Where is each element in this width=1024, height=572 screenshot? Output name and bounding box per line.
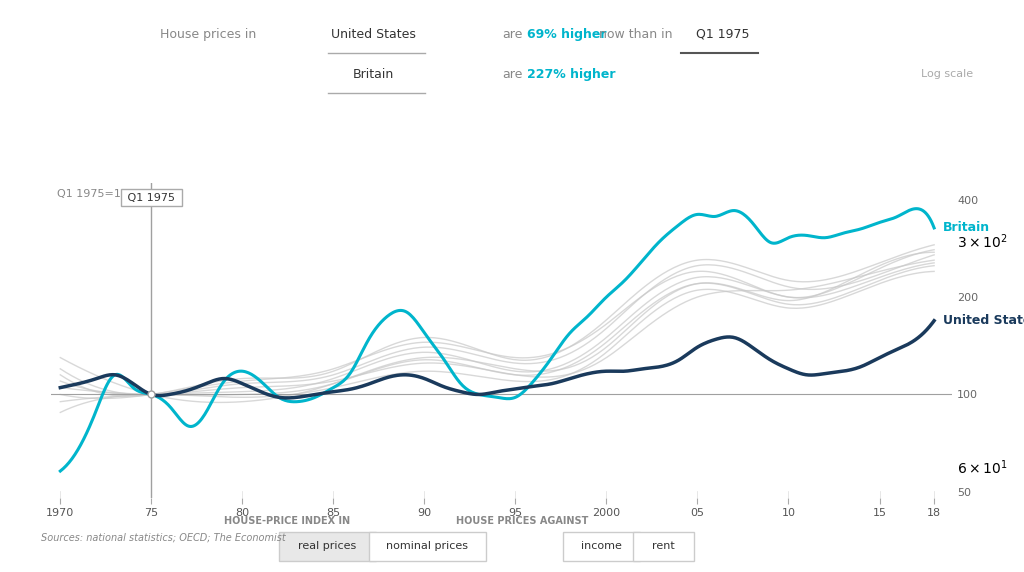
Text: are: are	[502, 68, 522, 81]
Text: Britain: Britain	[943, 221, 990, 235]
FancyBboxPatch shape	[279, 532, 376, 561]
Text: Sources: national statistics; OECD; The Economist: Sources: national statistics; OECD; The …	[41, 533, 286, 543]
Text: Q1 1975=100: Q1 1975=100	[56, 189, 134, 200]
Text: are: are	[502, 28, 522, 41]
Text: Britain: Britain	[353, 68, 394, 81]
Text: now than in: now than in	[599, 28, 673, 41]
Text: 227% higher: 227% higher	[527, 68, 615, 81]
Text: 69% higher: 69% higher	[527, 28, 607, 41]
Text: income: income	[581, 541, 622, 551]
Text: House prices in: House prices in	[160, 28, 256, 41]
Text: rent: rent	[652, 541, 675, 551]
FancyBboxPatch shape	[633, 532, 694, 561]
Text: real prices: real prices	[298, 541, 355, 551]
FancyBboxPatch shape	[369, 532, 486, 561]
Text: Q1 1975: Q1 1975	[124, 193, 178, 202]
FancyBboxPatch shape	[563, 532, 640, 561]
Text: United States: United States	[943, 314, 1024, 327]
Text: nominal prices: nominal prices	[386, 541, 468, 551]
Text: Q1 1975: Q1 1975	[696, 28, 750, 41]
Text: HOUSE-PRICE INDEX IN: HOUSE-PRICE INDEX IN	[223, 515, 350, 526]
Text: United States: United States	[332, 28, 416, 41]
Text: HOUSE PRICES AGAINST: HOUSE PRICES AGAINST	[456, 515, 589, 526]
Text: Log scale: Log scale	[921, 69, 973, 80]
